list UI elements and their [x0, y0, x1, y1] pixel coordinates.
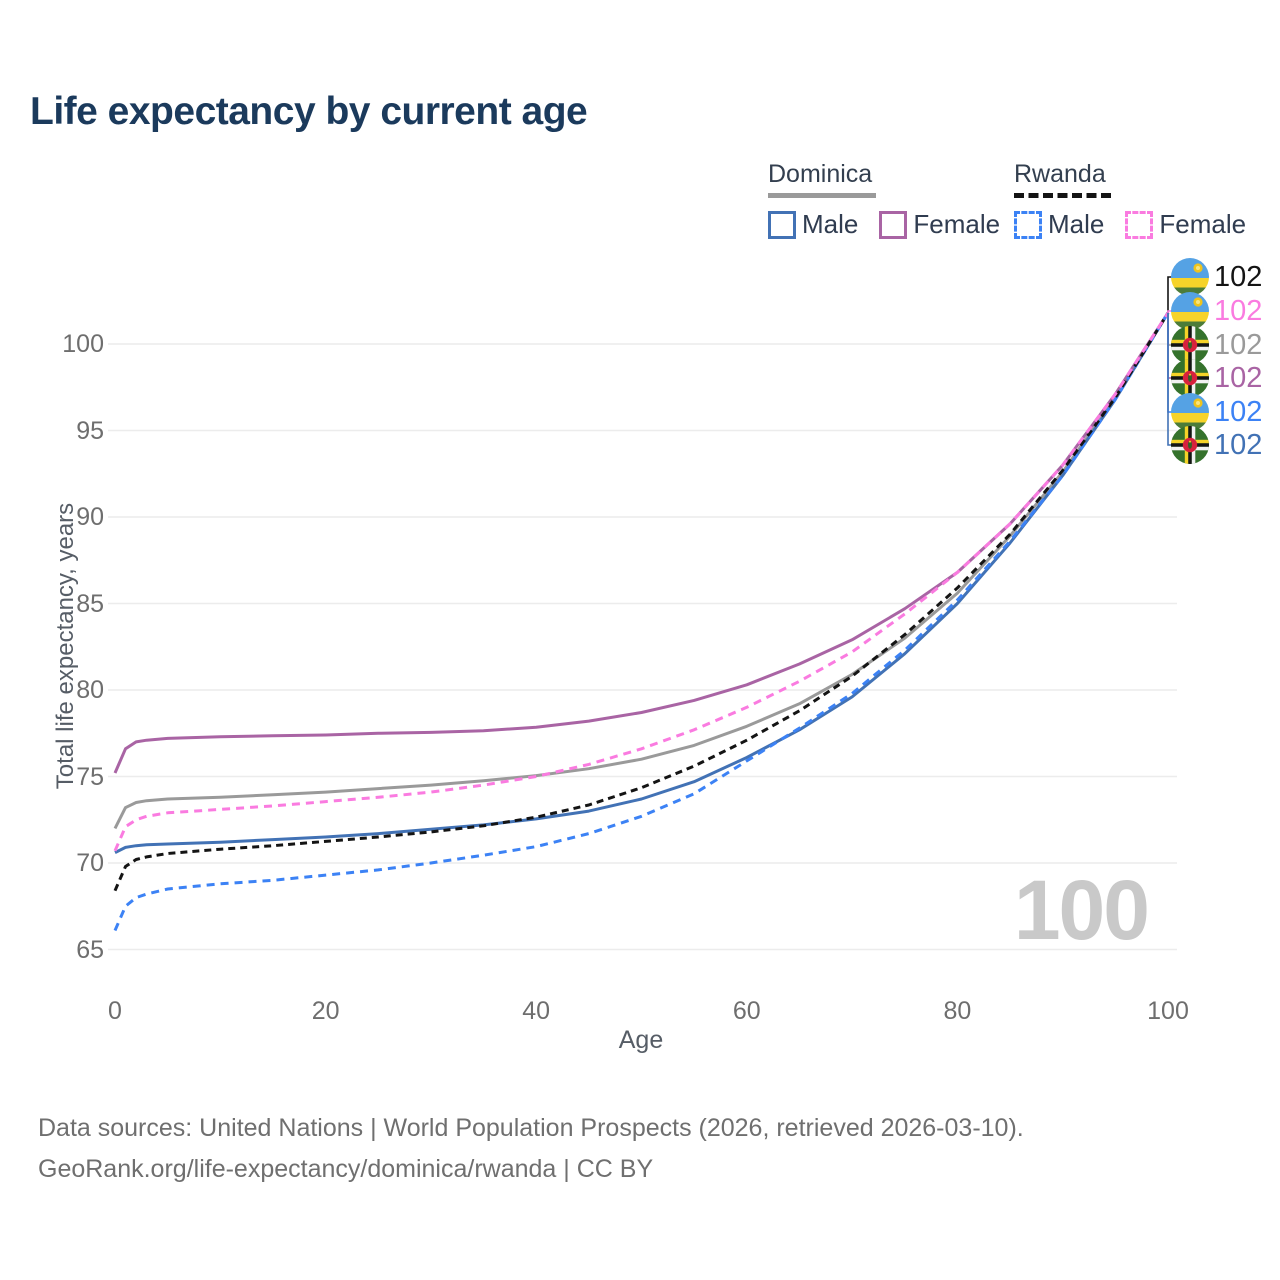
- y-tick-label: 65: [76, 935, 104, 964]
- line-dominica-male[interactable]: [114, 312, 1170, 854]
- end-label-value: 102: [1214, 362, 1263, 394]
- y-tick-label: 70: [76, 849, 104, 877]
- legend-group-dominica: Dominica Male Female: [768, 160, 1021, 240]
- y-tick-label: 95: [76, 416, 104, 445]
- x-tick-label: 40: [522, 997, 551, 1025]
- end-label-dominica-male: 102: [1171, 426, 1262, 464]
- gridlines: [108, 343, 1177, 951]
- end-label-value: 102: [1214, 329, 1263, 361]
- dominica-female-swatch-icon: [879, 210, 908, 239]
- end-label-value: 102: [1214, 429, 1263, 461]
- y-tick-label: 80: [76, 676, 104, 704]
- dominica-flag-icon: [1171, 359, 1209, 397]
- dominica-flag-icon: [1171, 426, 1209, 464]
- legend-group-rwanda: Rwanda Male Female: [1014, 160, 1267, 240]
- legend-country-rwanda[interactable]: Rwanda: [1014, 160, 1106, 188]
- x-tick-label: 100: [1147, 997, 1189, 1025]
- y-tick-label: 75: [76, 762, 104, 791]
- footer: Data sources: United Nations | World Pop…: [38, 1108, 1024, 1190]
- end-label-rwanda-female: 102: [1171, 292, 1262, 330]
- data-source-text: Data sources: United Nations | World Pop…: [38, 1114, 1024, 1142]
- age-counter-watermark: 100: [1013, 863, 1150, 957]
- attribution-link[interactable]: GeoRank.org/life-expectancy/dominica/rwa…: [38, 1155, 654, 1183]
- x-tick-label: 0: [108, 997, 122, 1025]
- rwanda-flag-icon: [1171, 258, 1209, 296]
- legend-item-rwanda-female[interactable]: Female: [1125, 209, 1246, 240]
- end-label-rwanda-total: 102: [1171, 258, 1262, 296]
- end-label-dominica-total: 102: [1171, 326, 1262, 364]
- end-label-value: 102: [1214, 396, 1263, 428]
- page-title: Life expectancy by current age: [30, 90, 588, 133]
- end-label-value: 102: [1214, 295, 1263, 327]
- dominica-flag-icon: [1171, 326, 1209, 364]
- rwanda-female-swatch-icon: [1125, 210, 1154, 239]
- legend-underline-dashed: [1014, 193, 1111, 198]
- legend-item-label: Male: [802, 209, 859, 239]
- line-rwanda-total[interactable]: [113, 312, 1170, 892]
- legend-item-dominica-female[interactable]: Female: [879, 209, 1000, 240]
- x-tick-label: 20: [311, 997, 340, 1025]
- x-axis-title: Age: [618, 1026, 664, 1054]
- rwanda-flag-icon: [1171, 292, 1209, 330]
- legend-item-label: Female: [913, 209, 1001, 239]
- line-rwanda-female[interactable]: [113, 312, 1170, 852]
- line-rwanda-male[interactable]: [113, 312, 1170, 932]
- line-dominica-total[interactable]: [113, 312, 1170, 830]
- y-axis-title: Total life expectancy, years: [52, 502, 79, 790]
- legend-item-label: Male: [1048, 209, 1105, 239]
- x-tick-label: 80: [943, 997, 972, 1025]
- legend-country-dominica[interactable]: Dominica: [768, 160, 873, 188]
- rwanda-male-swatch-icon: [1014, 210, 1042, 239]
- y-tick-label: 100: [62, 330, 104, 358]
- legend-underline-solid: [768, 193, 876, 198]
- end-label-dominica-female: 102: [1171, 359, 1262, 397]
- end-label-value: 102: [1214, 261, 1263, 293]
- legend-item-dominica-male[interactable]: Male: [768, 209, 858, 240]
- legend-item-rwanda-male[interactable]: Male: [1014, 209, 1104, 240]
- legend-item-label: Female: [1159, 209, 1247, 239]
- y-tick-label: 85: [76, 589, 104, 618]
- x-tick-label: 60: [732, 997, 761, 1025]
- dominica-male-swatch-icon: [768, 210, 796, 239]
- y-tick-label: 90: [76, 503, 104, 531]
